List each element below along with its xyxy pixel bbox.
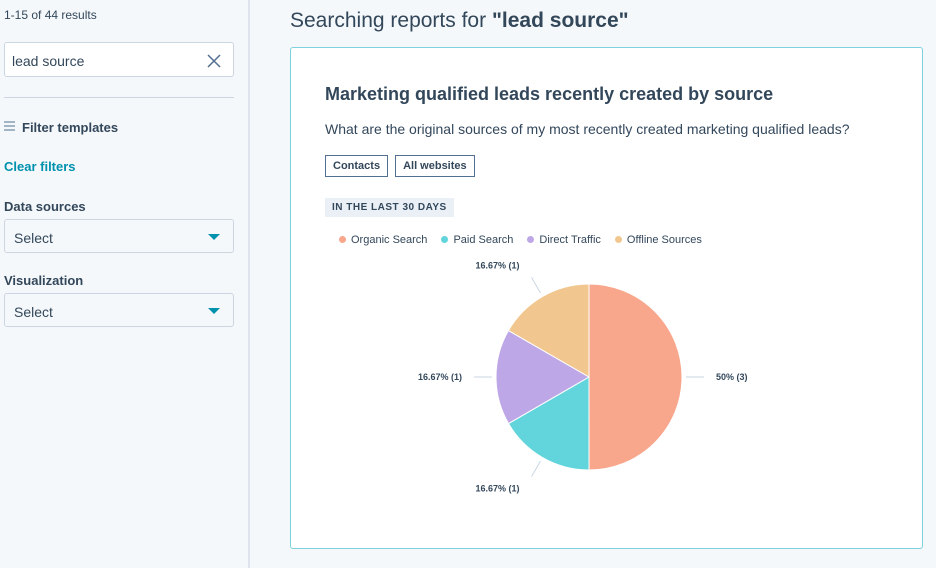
legend-item[interactable]: Paid Search <box>441 234 513 246</box>
divider <box>4 97 234 98</box>
legend-dot <box>339 236 346 243</box>
heading-prefix: Searching reports for <box>290 9 487 32</box>
search-input[interactable]: lead source <box>4 42 234 77</box>
heading-query: "lead source" <box>491 9 629 32</box>
dropdown-arrow <box>208 234 220 240</box>
legend-item[interactable]: Offline Sources <box>614 234 702 246</box>
pie-slice <box>495 329 590 425</box>
dropdown-arrow <box>208 308 220 314</box>
visualization-select[interactable]: Select <box>4 293 234 327</box>
clear-icon[interactable] <box>207 54 221 68</box>
leader-line <box>531 277 541 294</box>
page-heading: Searching reports for "lead source" <box>290 9 629 33</box>
filter-templates[interactable]: Filter templates <box>22 120 119 135</box>
legend-label: Offline Sources <box>626 234 702 246</box>
tag: All websites <box>395 155 475 177</box>
data-label: 50% (3) <box>716 372 748 382</box>
select-placeholder: Select <box>14 304 53 320</box>
pie-slice <box>588 283 683 471</box>
data-label: 16.67% (1) <box>475 484 519 494</box>
card-description: What are the original sources of my most… <box>325 121 850 137</box>
legend: Organic Search Paid Search Direct Traffic O… <box>339 234 702 246</box>
data-label: 16.67% (1) <box>475 260 519 270</box>
search-value: lead source <box>12 53 85 69</box>
tag: Contacts <box>325 155 389 177</box>
leader-line <box>531 460 541 477</box>
legend-label: Organic Search <box>351 234 428 246</box>
legend-label: Paid Search <box>453 234 514 246</box>
filter-icon <box>4 121 15 131</box>
date-range: IN THE LAST 30 DAYS <box>325 198 454 217</box>
sidebar: 1-15 of 44 results lead source Filter te… <box>0 0 250 568</box>
legend-label: Direct Traffic <box>539 234 601 246</box>
visualization-label: Visualization <box>4 273 84 288</box>
data-sources-select[interactable]: Select <box>4 219 234 253</box>
result-count: 1-15 of 44 results <box>4 8 97 22</box>
data-label: 16.67% (1) <box>418 372 462 382</box>
pie-slice <box>507 283 590 378</box>
data-sources-label: Data sources <box>4 199 86 214</box>
card-title: Marketing qualified leads recently creat… <box>325 84 774 104</box>
legend-item[interactable]: Direct Traffic <box>527 234 601 246</box>
tags: Contacts All websites <box>325 155 475 177</box>
pie-slice <box>507 376 590 471</box>
legend-dot <box>527 236 535 243</box>
select-placeholder: Select <box>14 230 53 246</box>
legend-dot <box>614 236 622 243</box>
legend-item[interactable]: Organic Search <box>339 234 427 246</box>
clear-filters[interactable]: Clear filters <box>4 159 76 174</box>
legend-dot <box>441 236 449 243</box>
